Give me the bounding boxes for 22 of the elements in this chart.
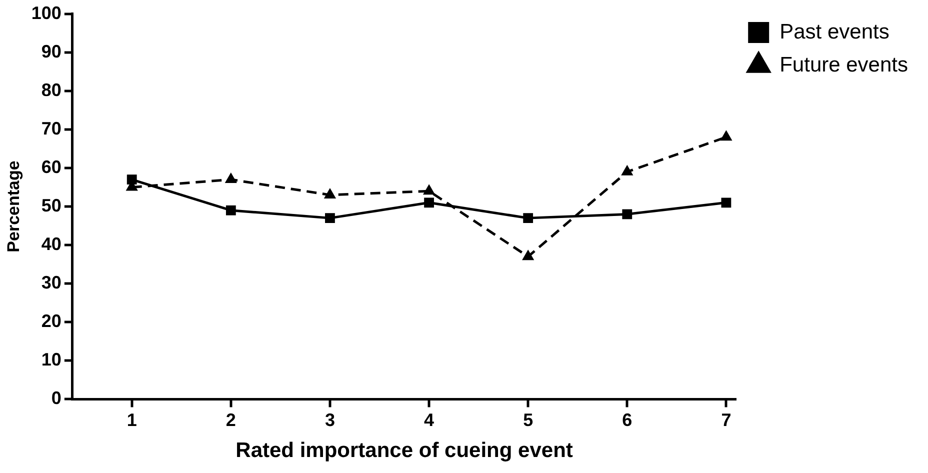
y-tick-label: 70	[41, 118, 62, 138]
x-tick-label: 4	[424, 410, 434, 430]
y-tick-label: 40	[41, 234, 62, 254]
y-tick-label: 10	[41, 350, 62, 370]
y-tick-label: 60	[41, 156, 62, 177]
x-tick-label: 2	[226, 410, 236, 430]
x-tick-label: 3	[324, 410, 335, 430]
y-tick-label: 20	[41, 311, 62, 332]
x-tick-label: 5	[523, 410, 534, 430]
x-axis-title: Rated importance of cueing event	[236, 439, 573, 462]
y-tick-label: 100	[31, 2, 62, 23]
y-tick-label: 80	[41, 80, 62, 100]
legend-label: Future events	[780, 53, 908, 76]
legend-label: Past events	[780, 20, 890, 44]
x-tick-label: 6	[622, 410, 632, 430]
y-tick-label: 0	[51, 388, 62, 408]
y-axis-title: Percentage	[4, 160, 23, 252]
y-tick-label: 50	[41, 195, 62, 216]
x-tick-label: 1	[126, 410, 137, 430]
y-tick-label: 30	[41, 272, 62, 293]
y-tick-label: 90	[41, 41, 62, 62]
x-tick-label: 7	[721, 410, 732, 430]
